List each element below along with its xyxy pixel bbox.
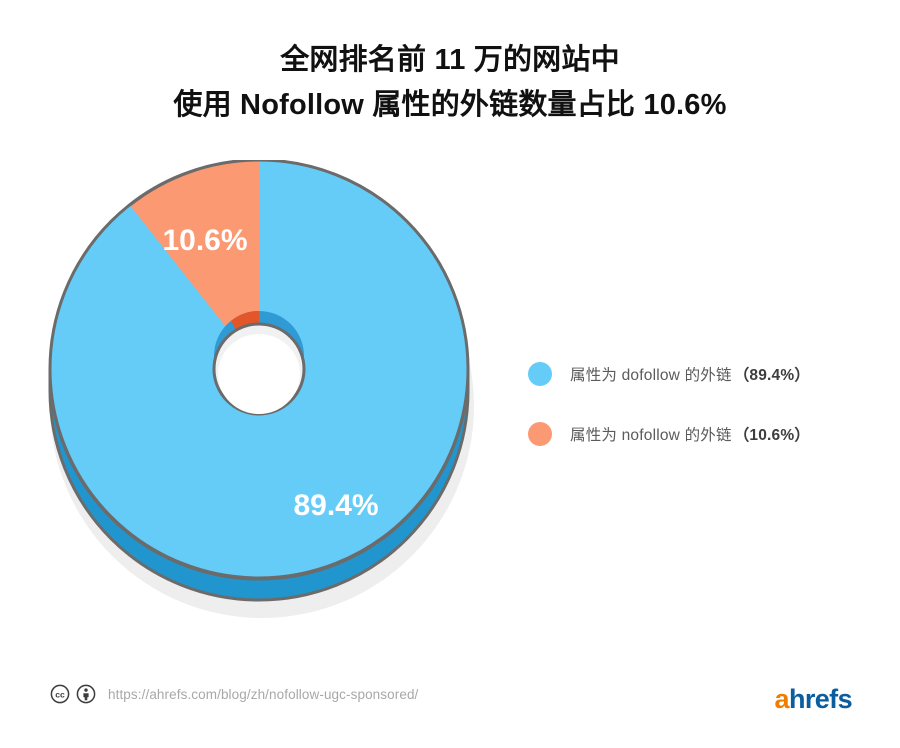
cc-by-icon: [76, 684, 96, 704]
ahrefs-logo[interactable]: ahrefs: [774, 682, 853, 716]
pie-chart: 10.6% 89.4%: [0, 160, 520, 650]
title-line-2: 使用 Nofollow 属性的外链数量占比 10.6%: [173, 89, 727, 121]
title-line-1: 全网排名前 11 万的网站中: [280, 44, 620, 76]
slice-label-nofollow: 10.6%: [162, 224, 247, 257]
source-url[interactable]: https://ahrefs.com/blog/zh/nofollow-ugc-…: [108, 686, 419, 702]
svg-text:cc: cc: [55, 690, 65, 700]
legend-label-dofollow: 属性为 dofollow 的外链 （89.4%）: [570, 363, 810, 385]
cc-icon: cc: [50, 684, 70, 704]
chart-legend: 属性为 dofollow 的外链 （89.4%） 属性为 nofollow 的外链…: [528, 344, 888, 464]
pie-chart-svg: 10.6% 89.4%: [48, 160, 474, 618]
creative-commons-icons: cc: [50, 684, 96, 704]
legend-label-dofollow-text: 属性为 dofollow 的外链: [570, 367, 732, 384]
pie-slice-nofollow: [128, 160, 260, 369]
legend-swatch-nofollow: [528, 422, 552, 446]
slice-label-dofollow: 89.4%: [293, 489, 378, 522]
legend-swatch-dofollow: [528, 362, 552, 386]
page-title: 全网排名前 11 万的网站中 使用 Nofollow 属性的外链数量占比 10.…: [0, 38, 900, 128]
legend-label-nofollow: 属性为 nofollow 的外链 （10.6%）: [570, 423, 810, 445]
ahrefs-logo-rest: hrefs: [788, 684, 853, 714]
legend-item-dofollow[interactable]: 属性为 dofollow 的外链 （89.4%）: [528, 344, 888, 404]
ahrefs-logo-a: a: [774, 684, 790, 714]
footer: cc https://ahrefs.com/blog/zh/nofollow-u…: [0, 670, 900, 748]
legend-item-nofollow[interactable]: 属性为 nofollow 的外链 （10.6%）: [528, 404, 888, 464]
legend-value-dofollow: （89.4%）: [733, 367, 811, 384]
legend-label-nofollow-text: 属性为 nofollow 的外链: [570, 427, 732, 444]
donut-hole: [212, 322, 306, 416]
footer-attribution: cc https://ahrefs.com/blog/zh/nofollow-u…: [50, 684, 418, 704]
legend-value-nofollow: （10.6%）: [733, 427, 811, 444]
